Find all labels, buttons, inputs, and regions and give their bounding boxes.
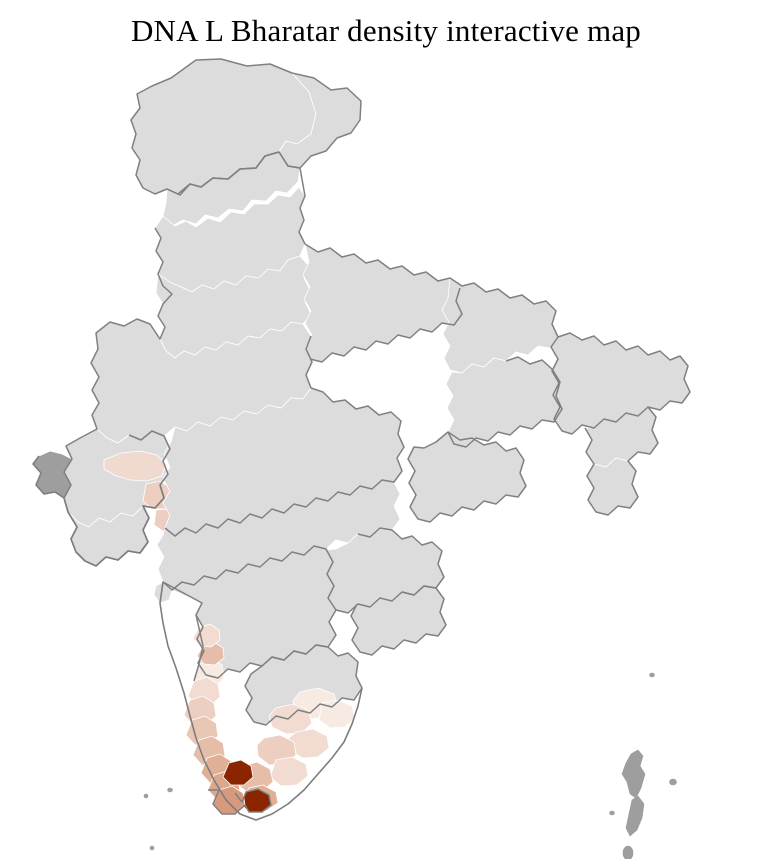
india-map-container[interactable]: [0, 48, 772, 859]
state-boundaries: [63, 58, 691, 815]
map-districts-layer: [32, 58, 691, 859]
andaman-nicobar-islands: [609, 672, 677, 859]
india-choropleth-map[interactable]: [0, 48, 772, 859]
page-title: DNA L Bharatar density interactive map: [130, 13, 642, 48]
lakshadweep-islands: [143, 787, 173, 851]
